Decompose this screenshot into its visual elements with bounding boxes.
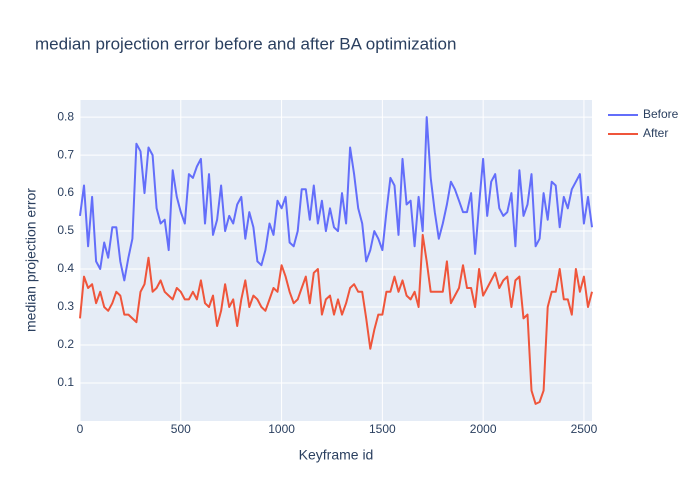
plot-area bbox=[80, 100, 592, 421]
y-tick-label: 0.7 bbox=[57, 147, 74, 161]
y-tick-label: 0.6 bbox=[57, 185, 74, 199]
line bbox=[79, 233, 593, 405]
y-tick-label: 0.5 bbox=[57, 223, 74, 237]
y-tick-label: 0.2 bbox=[57, 337, 74, 351]
legend-label: After bbox=[643, 126, 668, 140]
y-tick-label: 0.3 bbox=[57, 299, 74, 313]
x-tick-label: 2500 bbox=[571, 422, 598, 436]
line bbox=[79, 116, 593, 282]
y-tick-label: 0.8 bbox=[57, 109, 74, 123]
y-axis-title: median projection error bbox=[23, 188, 39, 332]
y-tick-label: 0.4 bbox=[57, 261, 74, 275]
chart-title: median projection error before and after… bbox=[35, 34, 456, 53]
x-tick-label: 500 bbox=[171, 422, 191, 436]
x-axis-title: Keyframe id bbox=[299, 447, 374, 463]
x-tick-label: 1500 bbox=[369, 422, 396, 436]
x-tick-label: 1000 bbox=[268, 422, 295, 436]
legend-label: Before bbox=[643, 107, 679, 121]
x-tick-label: 2000 bbox=[470, 422, 497, 436]
y-tick-label: 0.1 bbox=[57, 375, 74, 389]
x-tick-label: 0 bbox=[77, 422, 84, 436]
